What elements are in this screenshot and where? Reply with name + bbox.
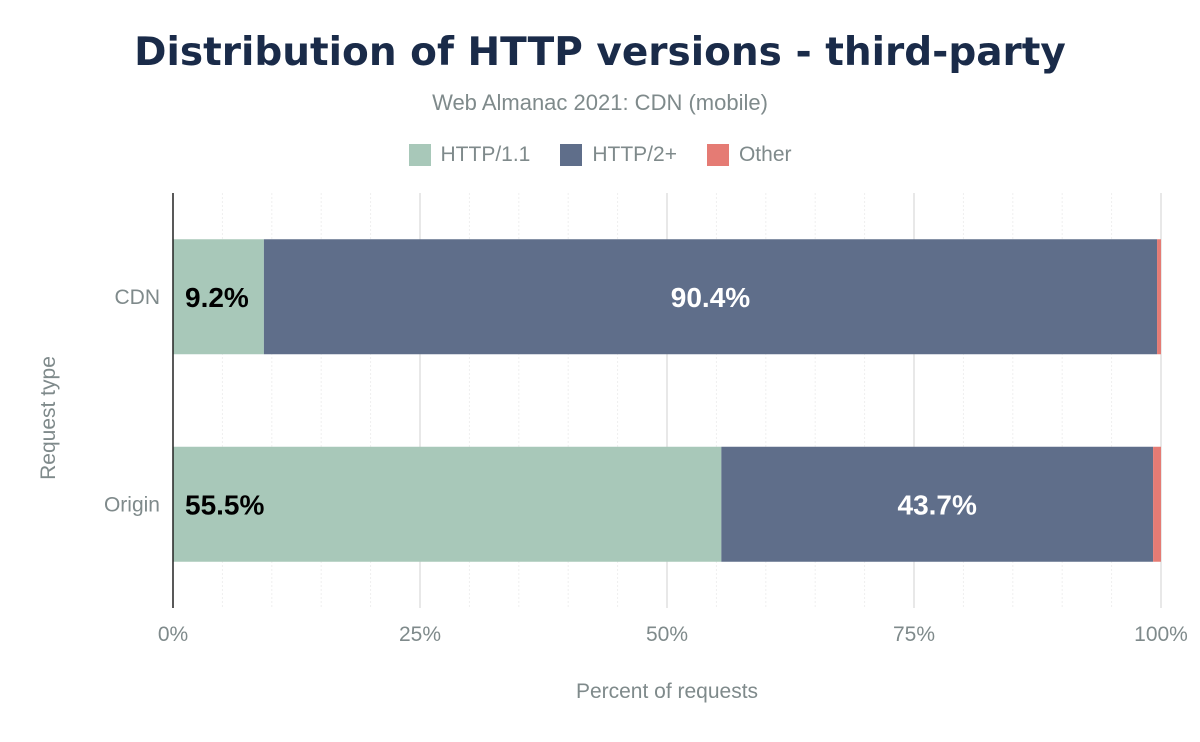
x-tick-label: 75% xyxy=(893,623,935,646)
x-axis-title: Percent of requests xyxy=(576,680,758,703)
data-label: 43.7% xyxy=(898,489,977,520)
bar-http-1-1-cdn[interactable] xyxy=(173,239,264,355)
legend-label-http11: HTTP/1.1 xyxy=(440,143,531,166)
y-tick-label: Origin xyxy=(104,493,160,516)
x-tick-label: 25% xyxy=(399,623,441,646)
x-tick-label: 50% xyxy=(646,623,688,646)
legend-item-other[interactable]: Other xyxy=(706,143,792,167)
chart-title: Distribution of HTTP versions - third-pa… xyxy=(134,30,1066,75)
legend-item-http2[interactable]: HTTP/2+ xyxy=(560,143,677,167)
legend-item-http11[interactable]: HTTP/1.1 xyxy=(408,143,531,167)
data-label: 55.5% xyxy=(185,489,264,520)
data-labels: 9.2% 90.4% 55.5% 43.7% xyxy=(185,282,977,521)
bar-other-origin[interactable] xyxy=(1153,446,1161,562)
data-label: 90.4% xyxy=(671,282,750,313)
y-tick-label: CDN xyxy=(115,286,161,309)
legend-label-other: Other xyxy=(738,143,792,166)
legend: HTTP/1.1 HTTP/2+ Other xyxy=(0,143,1200,167)
x-tick-label: 0% xyxy=(158,623,188,646)
legend-swatch-http11 xyxy=(408,144,431,166)
legend-swatch-http2 xyxy=(560,144,583,166)
data-label: 9.2% xyxy=(185,282,249,313)
x-tick-label: 100% xyxy=(1134,623,1188,646)
bar-http-2--origin[interactable] xyxy=(721,446,1154,562)
legend-swatch-other xyxy=(706,144,729,166)
chart-subtitle: Web Almanac 2021: CDN (mobile) xyxy=(432,90,768,115)
legend-label-http2: HTTP/2+ xyxy=(592,143,677,166)
x-tick-labels: 0% 25% 50% 75% 100% xyxy=(158,623,1188,646)
bar-http-2--cdn[interactable] xyxy=(263,239,1158,355)
y-tick-labels: CDN Origin xyxy=(104,286,160,517)
bars xyxy=(173,239,1161,562)
bar-http-1-1-origin[interactable] xyxy=(173,446,722,562)
y-axis-title: Request type xyxy=(37,356,60,480)
bar-other-cdn[interactable] xyxy=(1157,239,1161,355)
